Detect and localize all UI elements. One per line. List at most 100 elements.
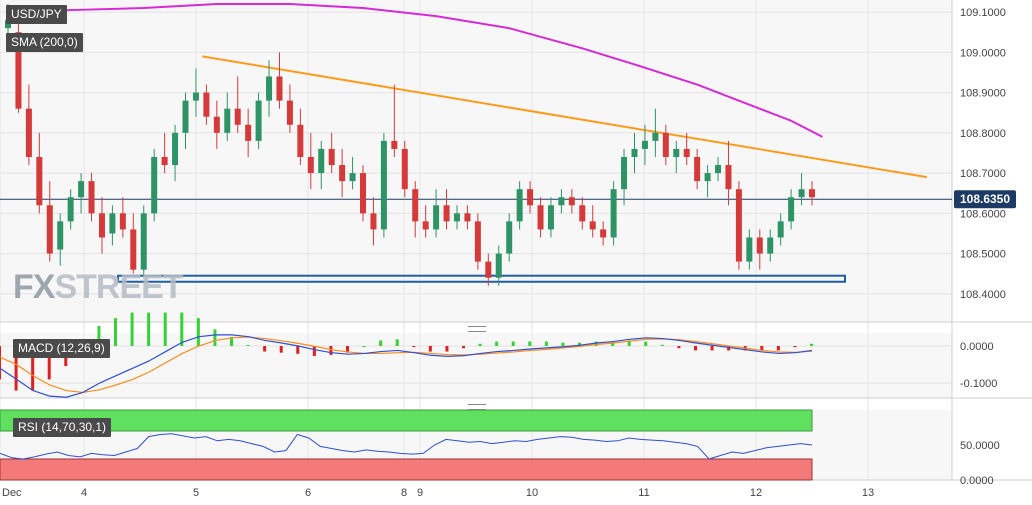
rsi-indicator-label[interactable]: RSI (14,70,30,1) — [13, 418, 112, 437]
candle-body — [547, 205, 554, 230]
pane-resize-handle-rsi[interactable] — [468, 404, 486, 410]
candle-body — [161, 156, 168, 166]
candle-body — [109, 213, 116, 234]
candle-body — [621, 156, 628, 190]
candle-body — [370, 213, 377, 230]
price-axis-tick-label: 109.1000 — [960, 7, 1006, 19]
macd-histogram-bar — [445, 346, 449, 352]
macd-histogram-bar — [511, 341, 515, 346]
candle-body — [464, 213, 471, 222]
macd-indicator-label[interactable]: MACD (12,26,9) — [13, 339, 110, 358]
macd-histogram-bar — [362, 346, 366, 347]
candle-body — [641, 140, 648, 149]
candle-body — [568, 197, 575, 206]
candle-body — [767, 237, 774, 254]
price-axis-tick-label: 108.7000 — [960, 168, 1006, 180]
macd-histogram-bar — [793, 346, 797, 348]
macd-histogram-bar — [412, 346, 416, 348]
time-axis-tick-label: 8 — [401, 487, 407, 499]
time-axis-tick-label: 11 — [638, 487, 649, 499]
candle-body — [558, 197, 565, 206]
macd-histogram-bar — [213, 329, 217, 346]
candle-body — [652, 132, 659, 141]
last-price-tag-text: 108.6350 — [960, 192, 1010, 206]
time-axis-tick-label: Dec — [2, 487, 22, 499]
price-axis-tick-label: 108.4000 — [960, 289, 1006, 301]
macd-histogram-bar — [47, 346, 51, 380]
symbol-label[interactable]: USD/JPY — [6, 5, 67, 24]
candle-body — [203, 92, 210, 117]
candle-body — [98, 213, 105, 238]
macd-histogram-bar — [495, 341, 499, 346]
macd-pane-background — [0, 333, 952, 398]
candle-body — [360, 173, 367, 214]
macd-histogram-bar — [196, 318, 200, 346]
candle-body — [234, 108, 241, 125]
candle-body — [516, 189, 523, 222]
support-zone-rectangle — [117, 274, 846, 283]
time-axis-tick-label: 12 — [750, 487, 762, 499]
macd-histogram-bar — [760, 346, 764, 351]
candle-body — [391, 140, 398, 149]
candle-body — [380, 140, 387, 230]
macd-histogram-bar — [31, 346, 35, 391]
candle-body — [537, 205, 544, 230]
candle-body — [328, 148, 335, 166]
candle-body — [151, 156, 158, 214]
candle-body — [506, 221, 513, 254]
candle-body — [453, 213, 460, 222]
candle-body — [245, 124, 252, 141]
candle-body — [610, 189, 617, 238]
rsi-oversold-zone — [0, 458, 813, 481]
candle-body — [495, 253, 502, 278]
macd-histogram-bar — [97, 325, 101, 346]
macd-histogram-bar — [147, 312, 151, 346]
macd-histogram-bar — [279, 346, 283, 353]
candle-body — [255, 100, 262, 141]
candle-body — [276, 76, 283, 101]
candle-body — [777, 221, 784, 238]
price-axis-tick-label: 108.6000 — [960, 208, 1006, 220]
macd-histogram-bar — [561, 342, 565, 346]
candle-body — [318, 148, 325, 174]
macd-histogram-bar — [776, 346, 780, 351]
sma-200-line — [7, 3, 823, 138]
candle-body — [704, 173, 711, 182]
macd-histogram-bar — [478, 343, 482, 346]
candle-body — [297, 124, 304, 157]
macd-histogram-bar — [694, 346, 697, 351]
macd-histogram-bar — [710, 346, 714, 351]
macd-histogram-bar — [462, 346, 465, 349]
macd-histogram-bar — [594, 341, 598, 346]
pane-resize-handle-macd[interactable] — [468, 326, 486, 332]
candle-body — [579, 205, 586, 222]
candle-body — [172, 132, 179, 166]
macd-histogram-bar — [263, 346, 267, 352]
macd-histogram-bar — [163, 312, 167, 346]
rsi-line — [0, 433, 813, 460]
candle-body — [192, 92, 199, 101]
candle-body — [57, 221, 64, 250]
candle-body — [339, 165, 346, 182]
macd-histogram-bar — [810, 343, 813, 346]
candle-body — [485, 261, 492, 278]
macd-histogram-bar — [611, 341, 615, 346]
rsi-overbought-zone — [0, 409, 813, 432]
candle-body — [182, 100, 189, 133]
candle-body — [600, 229, 607, 238]
macd-histogram-bar — [428, 346, 432, 352]
macd-histogram-bar — [346, 346, 349, 353]
macd-histogram-bar — [14, 346, 18, 391]
candle-body — [140, 213, 147, 270]
candle-body — [527, 189, 534, 206]
candle-body — [307, 156, 314, 174]
macd-histogram-bar — [627, 340, 631, 346]
time-axis-tick-label: 5 — [193, 487, 199, 499]
time-axis-tick-label: 10 — [526, 487, 538, 499]
candle-body — [809, 189, 815, 198]
candle-body — [67, 197, 74, 222]
candle-body — [88, 181, 95, 214]
sma-indicator-label[interactable]: SMA (200,0) — [6, 33, 83, 52]
